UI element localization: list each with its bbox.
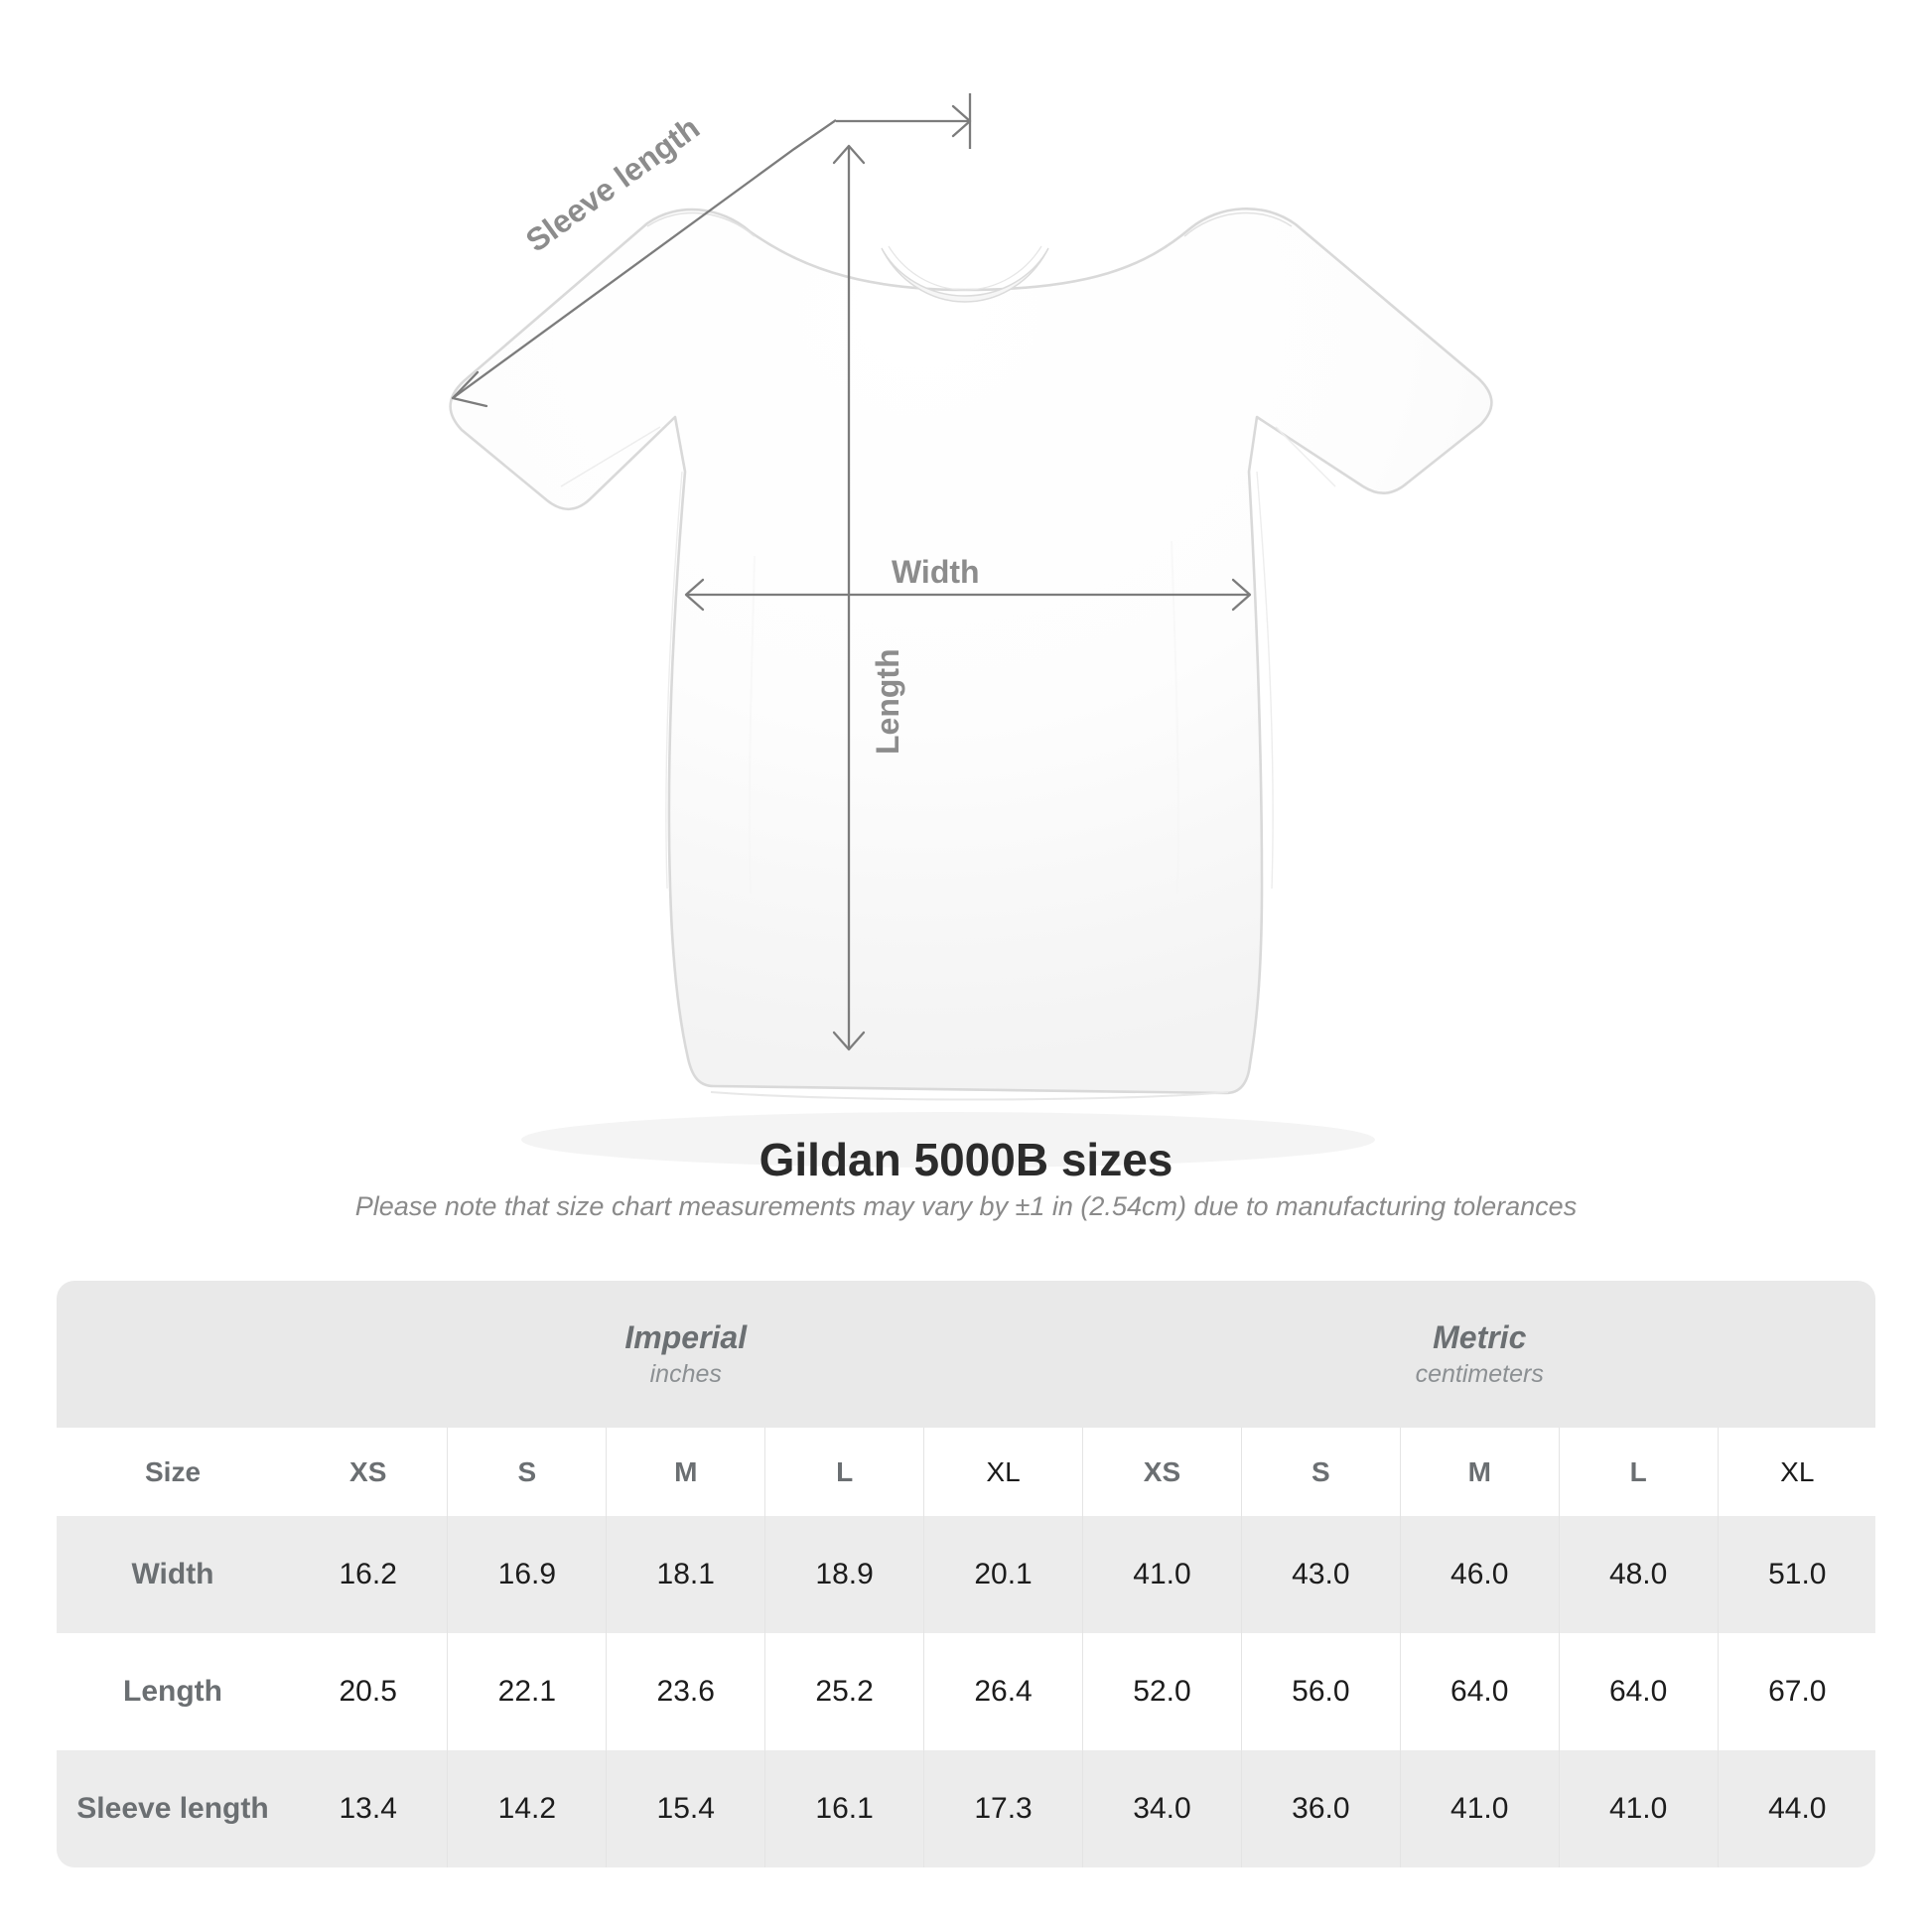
svg-text:Width: Width [892, 554, 980, 590]
svg-text:Length: Length [870, 648, 905, 755]
